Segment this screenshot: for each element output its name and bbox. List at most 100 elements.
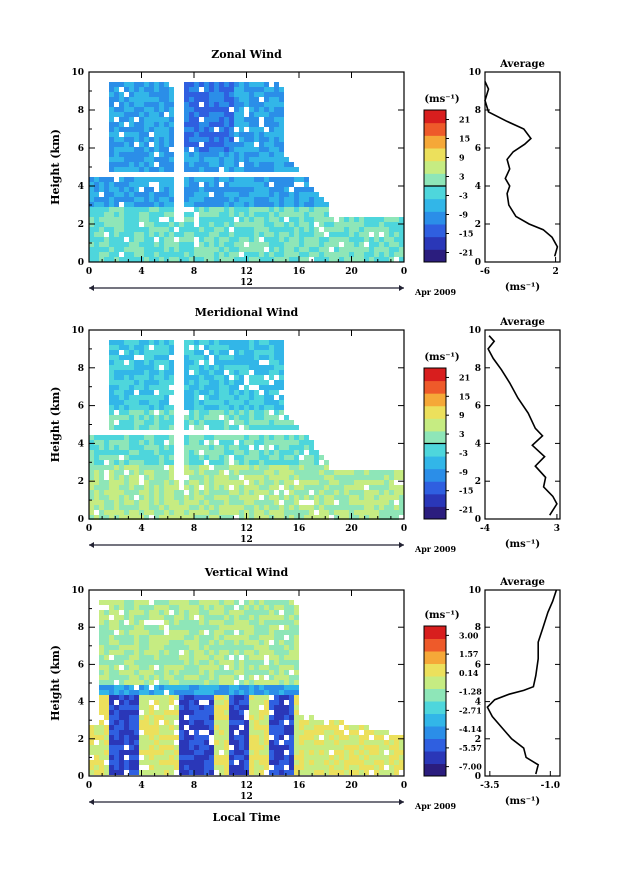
colorbar-tick-label: -3 [459, 448, 468, 458]
y-tick-label: 6 [78, 660, 84, 670]
colorbar-tick-label: 21 [459, 372, 470, 382]
avg-y-tick-label: 8 [475, 623, 481, 633]
x-tick-label: 8 [191, 524, 197, 534]
average-frame [485, 330, 560, 519]
date-bar-unit: Apr 2009 [414, 287, 457, 297]
panel-zonal [89, 72, 560, 291]
y-tick-label: 0 [78, 515, 84, 525]
colorbar-segment [424, 199, 446, 212]
date-bar-label: 12 [240, 792, 253, 802]
x-tick-label: 16 [293, 267, 306, 277]
x-tick-label: 12 [240, 781, 253, 791]
avg-y-tick-label: 8 [475, 106, 481, 116]
avg-x-tick-label: -1.0 [541, 781, 560, 791]
x-tick-label: 8 [191, 781, 197, 791]
x-tick-label: 4 [138, 267, 144, 277]
colorbar-tick-label: -7.00 [459, 762, 482, 772]
colorbar-tick-label: -1.28 [459, 687, 482, 697]
y-tick-label: 8 [78, 106, 84, 116]
avg-x-axis-label: (ms⁻¹) [505, 796, 540, 807]
date-bar-arrow-right [399, 542, 404, 548]
avg-y-tick-label: 10 [468, 586, 481, 596]
avg-x-tick-label: -6 [480, 267, 490, 277]
average-title: Average [499, 577, 545, 588]
x-tick-label: 20 [345, 781, 358, 791]
y-tick-label: 0 [78, 772, 84, 782]
colorbar-segment [424, 726, 446, 739]
x-tick-label: 0 [86, 781, 92, 791]
colorbar-segment [424, 664, 446, 677]
field-cells [89, 82, 404, 262]
average-profile-line [485, 82, 557, 257]
avg-y-tick-label: 2 [475, 735, 481, 745]
colorbar-tick-label: 15 [459, 391, 470, 401]
panel-vertical [89, 590, 560, 805]
date-bar-arrow-right [399, 799, 404, 805]
colorbar-segment [424, 714, 446, 727]
colorbar-segment [424, 110, 446, 123]
colorbar-segment [424, 237, 446, 250]
average-title: Average [499, 317, 545, 328]
colorbar-tick-label: 9 [459, 410, 465, 420]
avg-y-tick-label: 10 [468, 326, 481, 336]
colorbar-segment [424, 173, 446, 186]
colorbar-segment [424, 626, 446, 639]
x-tick-label: 12 [240, 524, 253, 534]
colorbar-tick-label: -9 [459, 467, 468, 477]
colorbar-segment [424, 249, 446, 262]
colorbar-segment [424, 224, 446, 237]
y-tick-label: 8 [78, 623, 84, 633]
colorbar-segment [424, 651, 446, 664]
y-axis-label: Height (km) [49, 645, 62, 721]
colorbar-tick-label: 3 [459, 172, 465, 182]
colorbar-segment [424, 639, 446, 652]
x-tick-label: 16 [293, 781, 306, 791]
y-tick-label: 6 [78, 402, 84, 412]
x-tick-label: 0 [401, 267, 407, 277]
y-tick-label: 0 [78, 258, 84, 268]
colorbar-segment [424, 506, 446, 519]
colorbar-segment [424, 381, 446, 394]
avg-y-tick-label: 8 [475, 364, 481, 374]
x-tick-label: 16 [293, 524, 306, 534]
colorbar-tick-label: 9 [459, 153, 465, 163]
y-tick-label: 6 [78, 144, 84, 154]
x-tick-label: 4 [138, 524, 144, 534]
date-bar-arrow-right [399, 285, 404, 291]
colorbar-segment [424, 135, 446, 148]
colorbar-tick-label: -4.14 [459, 724, 482, 734]
x-tick-label: 0 [401, 524, 407, 534]
date-bar-arrow-left [89, 799, 94, 805]
colorbar-segment [424, 701, 446, 714]
y-tick-label: 10 [71, 68, 84, 78]
colorbar-segment [424, 751, 446, 764]
date-bar-unit: Apr 2009 [414, 544, 457, 554]
avg-x-tick-label: 3 [554, 524, 560, 534]
field-cells [89, 600, 404, 775]
colorbar-segment [424, 186, 446, 199]
avg-y-tick-label: 2 [475, 477, 481, 487]
colorbar-tick-label: -9 [459, 210, 468, 220]
colorbar-segment [424, 406, 446, 419]
y-tick-label: 2 [78, 477, 84, 487]
average-profile-line [487, 590, 556, 774]
y-tick-label: 2 [78, 735, 84, 745]
x-tick-label: 4 [138, 781, 144, 791]
y-axis-label: Height (km) [49, 129, 62, 205]
colorbar-tick-label: -15 [459, 229, 473, 239]
colorbar-segment [424, 123, 446, 136]
colorbar-tick-label: 3 [459, 429, 465, 439]
avg-y-tick-label: 10 [468, 68, 481, 78]
colorbar-segment [424, 211, 446, 224]
date-bar-label: 12 [240, 278, 253, 288]
average-title: Average [499, 59, 545, 70]
avg-x-axis-label: (ms⁻¹) [505, 282, 540, 293]
date-bar-unit: Apr 2009 [414, 801, 457, 811]
colorbar-tick-label: 21 [459, 115, 470, 125]
avg-x-axis-label: (ms⁻¹) [505, 539, 540, 550]
colorbar-segment [424, 148, 446, 161]
y-tick-label: 4 [78, 439, 84, 449]
colorbar-segment [424, 494, 446, 507]
colorbar-segment [424, 456, 446, 469]
